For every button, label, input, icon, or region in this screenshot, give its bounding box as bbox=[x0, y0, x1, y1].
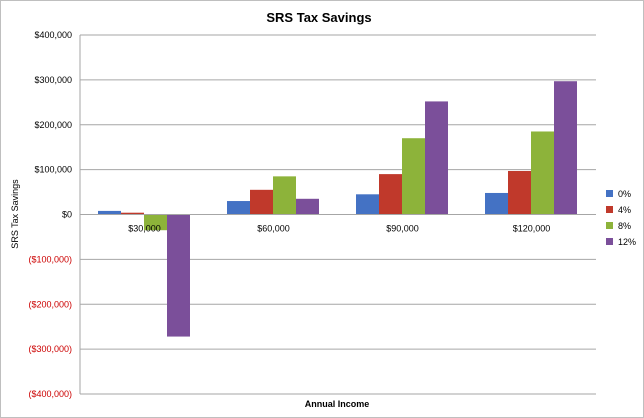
y-tick-label: $300,000 bbox=[34, 75, 72, 85]
y-tick-label: ($200,000) bbox=[28, 299, 72, 309]
bar-4pct-3 bbox=[508, 170, 531, 215]
y-axis-title: SRS Tax Savings bbox=[10, 179, 20, 249]
x-tick-label: $30,000 bbox=[128, 224, 161, 234]
bar-0pct-2 bbox=[356, 194, 379, 215]
bars bbox=[98, 81, 577, 337]
bar-4pct-2 bbox=[379, 174, 402, 215]
y-tick-label: ($400,000) bbox=[28, 389, 72, 399]
x-axis: $30,000 $60,000 $90,000 $120,000 bbox=[80, 214, 596, 234]
y-tick-label: $400,000 bbox=[34, 30, 72, 40]
y-tick-label: $200,000 bbox=[34, 120, 72, 130]
chart-title: SRS Tax Savings bbox=[266, 10, 371, 25]
legend-swatch bbox=[606, 238, 613, 245]
x-axis-title: Annual Income bbox=[305, 399, 370, 409]
legend-label: 12% bbox=[618, 237, 636, 247]
bar-12pct-1 bbox=[296, 198, 319, 215]
legend-swatch bbox=[606, 222, 613, 229]
legend-label: 0% bbox=[618, 189, 631, 199]
legend-label: 4% bbox=[618, 205, 631, 215]
y-tick-label: $0 bbox=[62, 210, 72, 220]
y-tick-labels: $400,000 $300,000 $200,000 $100,000 $0 ($100,… bbox=[28, 30, 72, 399]
x-tick-label: $90,000 bbox=[386, 224, 419, 234]
legend-swatch bbox=[606, 190, 613, 197]
bar-4pct-1 bbox=[250, 189, 273, 215]
legend: 0% 4% 8% 12% bbox=[606, 189, 636, 247]
legend-label: 8% bbox=[618, 221, 631, 231]
bar-8pct-3 bbox=[531, 131, 554, 215]
y-tick-label: ($100,000) bbox=[28, 254, 72, 264]
x-tick-label: $120,000 bbox=[513, 224, 551, 234]
y-tick-label: $100,000 bbox=[34, 165, 72, 175]
bar-8pct-0 bbox=[144, 214, 167, 231]
bar-12pct-0 bbox=[167, 214, 190, 337]
bar-4pct-0 bbox=[121, 212, 144, 215]
bar-8pct-1 bbox=[273, 176, 296, 215]
x-tick-label: $60,000 bbox=[257, 224, 290, 234]
bar-8pct-2 bbox=[402, 138, 425, 215]
bar-0pct-0 bbox=[98, 210, 121, 215]
legend-swatch bbox=[606, 206, 613, 213]
bar-0pct-3 bbox=[485, 192, 508, 215]
bar-0pct-1 bbox=[227, 201, 250, 215]
bar-12pct-3 bbox=[554, 81, 577, 215]
y-tick-label: ($300,000) bbox=[28, 344, 72, 354]
bar-12pct-2 bbox=[425, 101, 448, 215]
